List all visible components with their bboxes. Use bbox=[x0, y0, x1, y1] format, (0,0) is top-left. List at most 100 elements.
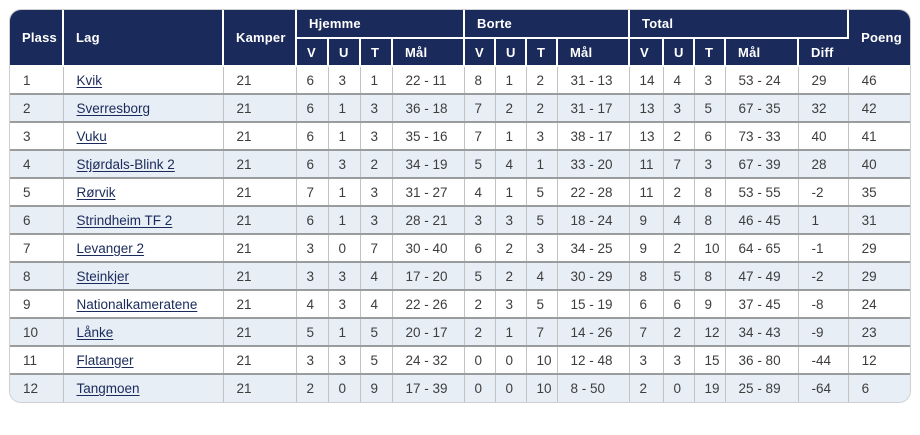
hjemme-u-cell: 3 bbox=[328, 261, 361, 290]
hjemme-t-cell: 5 bbox=[360, 317, 393, 346]
team-cell: Vuku bbox=[63, 121, 224, 150]
hjemme-v-cell: 5 bbox=[296, 317, 329, 346]
plass-cell: 8 bbox=[10, 261, 64, 290]
borte-maal-cell: 15 - 19 bbox=[557, 289, 630, 318]
plass-cell: 4 bbox=[10, 149, 64, 178]
header-hjemme-t: T bbox=[360, 38, 393, 67]
borte-u-cell: 3 bbox=[495, 289, 527, 318]
hjemme-t-cell: 2 bbox=[360, 149, 393, 178]
total-t-cell: 8 bbox=[694, 205, 726, 234]
total-v-cell: 7 bbox=[629, 317, 664, 346]
team-link[interactable]: Stjørdals-Blink 2 bbox=[76, 156, 175, 172]
table-row: 7 Levanger 2 21 3 0 7 30 - 40 6 2 3 34 - 25 9 2 10 64 … bbox=[10, 233, 910, 262]
total-maal-cell: 34 - 43 bbox=[725, 317, 799, 346]
diff-cell: -2 bbox=[798, 177, 849, 206]
total-u-cell: 5 bbox=[663, 261, 695, 290]
hjemme-t-cell: 1 bbox=[360, 65, 393, 94]
hjemme-v-cell: 3 bbox=[296, 345, 329, 374]
team-cell: Flatanger bbox=[63, 345, 224, 374]
borte-u-cell: 4 bbox=[495, 149, 527, 178]
borte-maal-cell: 33 - 20 bbox=[557, 149, 630, 178]
borte-v-cell: 0 bbox=[464, 345, 496, 374]
hjemme-v-cell: 6 bbox=[296, 93, 329, 122]
hjemme-maal-cell: 31 - 27 bbox=[392, 177, 465, 206]
total-u-cell: 7 bbox=[663, 149, 695, 178]
borte-t-cell: 10 bbox=[526, 345, 558, 374]
hjemme-u-cell: 1 bbox=[328, 177, 361, 206]
diff-cell: 40 bbox=[798, 121, 849, 150]
borte-v-cell: 3 bbox=[464, 205, 496, 234]
total-v-cell: 13 bbox=[629, 121, 664, 150]
team-link[interactable]: Sverresborg bbox=[76, 100, 151, 116]
borte-maal-cell: 12 - 48 bbox=[557, 345, 630, 374]
team-link[interactable]: Tangmoen bbox=[76, 381, 140, 396]
borte-v-cell: 5 bbox=[464, 149, 496, 178]
borte-u-cell: 1 bbox=[495, 177, 527, 206]
poeng-cell: 12 bbox=[848, 345, 910, 374]
borte-u-cell: 2 bbox=[495, 233, 527, 262]
total-v-cell: 11 bbox=[629, 149, 664, 178]
kamper-cell: 21 bbox=[223, 93, 297, 122]
hjemme-t-cell: 5 bbox=[360, 345, 393, 374]
header-group-hjemme: Hjemme bbox=[296, 10, 466, 39]
poeng-cell: 35 bbox=[848, 177, 910, 206]
borte-u-cell: 1 bbox=[495, 65, 527, 94]
table-row: 4 Stjørdals-Blink 2 21 6 3 2 34 - 19 5 4 1 33 - 20… bbox=[10, 149, 910, 178]
plass-cell: 1 bbox=[10, 65, 64, 94]
league-table: Plass Lag Kamper Hjemme Borte Total Poen… bbox=[10, 10, 910, 402]
borte-maal-cell: 22 - 28 bbox=[557, 177, 630, 206]
table-row: 9 Nationalkameratene 21 4 3 4 22 - 26 2 3 5 15 - 1… bbox=[10, 289, 910, 318]
borte-maal-cell: 38 - 17 bbox=[557, 121, 630, 150]
borte-t-cell: 3 bbox=[526, 233, 558, 262]
poeng-cell: 6 bbox=[848, 373, 910, 402]
total-u-cell: 3 bbox=[663, 93, 695, 122]
diff-cell: -2 bbox=[798, 261, 849, 290]
team-link[interactable]: Lånke bbox=[76, 324, 114, 340]
borte-maal-cell: 31 - 13 bbox=[557, 65, 630, 94]
total-t-cell: 6 bbox=[694, 121, 726, 150]
table-row: 10 Lånke 21 5 1 5 20 - 17 2 1 7 14 - 26 7 2 12 34 - 43… bbox=[10, 317, 910, 346]
diff-cell: -9 bbox=[798, 317, 849, 346]
hjemme-u-cell: 3 bbox=[328, 289, 361, 318]
borte-t-cell: 5 bbox=[526, 289, 558, 318]
team-link[interactable]: Vuku bbox=[76, 128, 107, 144]
plass-cell: 9 bbox=[10, 289, 64, 318]
hjemme-u-cell: 1 bbox=[328, 205, 361, 234]
kamper-cell: 21 bbox=[223, 233, 297, 262]
team-link[interactable]: Strindheim TF 2 bbox=[76, 212, 173, 228]
kamper-cell: 21 bbox=[223, 373, 297, 402]
header-kamper: Kamper bbox=[223, 10, 297, 67]
team-link[interactable]: Rørvik bbox=[76, 184, 116, 200]
total-u-cell: 0 bbox=[663, 373, 695, 402]
table-header: Plass Lag Kamper Hjemme Borte Total Poen… bbox=[10, 10, 910, 67]
team-link[interactable]: Flatanger bbox=[76, 352, 134, 368]
poeng-cell: 46 bbox=[848, 65, 910, 94]
poeng-cell: 29 bbox=[848, 233, 910, 262]
total-maal-cell: 25 - 89 bbox=[725, 373, 799, 402]
team-link[interactable]: Steinkjer bbox=[76, 268, 130, 284]
table-row: 1 Kvik 21 6 3 1 22 - 11 8 1 2 31 - 13 14 4 3 53 - 24 29… bbox=[10, 65, 910, 94]
kamper-cell: 21 bbox=[223, 177, 297, 206]
borte-t-cell: 3 bbox=[526, 121, 558, 150]
hjemme-v-cell: 3 bbox=[296, 261, 329, 290]
diff-cell: 28 bbox=[798, 149, 849, 178]
team-link[interactable]: Nationalkameratene bbox=[76, 296, 198, 312]
poeng-cell: 24 bbox=[848, 289, 910, 318]
total-v-cell: 8 bbox=[629, 261, 664, 290]
total-t-cell: 10 bbox=[694, 233, 726, 262]
hjemme-v-cell: 4 bbox=[296, 289, 329, 318]
diff-cell: 29 bbox=[798, 65, 849, 94]
team-link[interactable]: Levanger 2 bbox=[76, 240, 145, 256]
header-group-total: Total bbox=[629, 10, 850, 39]
hjemme-v-cell: 2 bbox=[296, 373, 329, 402]
total-v-cell: 2 bbox=[629, 373, 664, 402]
header-hjemme-u: U bbox=[328, 38, 361, 67]
kamper-cell: 21 bbox=[223, 205, 297, 234]
total-maal-cell: 73 - 33 bbox=[725, 121, 799, 150]
team-link[interactable]: Kvik bbox=[76, 72, 103, 88]
total-v-cell: 9 bbox=[629, 233, 664, 262]
header-total-v: V bbox=[629, 38, 665, 67]
hjemme-maal-cell: 24 - 32 bbox=[392, 345, 465, 374]
total-u-cell: 2 bbox=[663, 233, 695, 262]
total-u-cell: 6 bbox=[663, 289, 695, 318]
